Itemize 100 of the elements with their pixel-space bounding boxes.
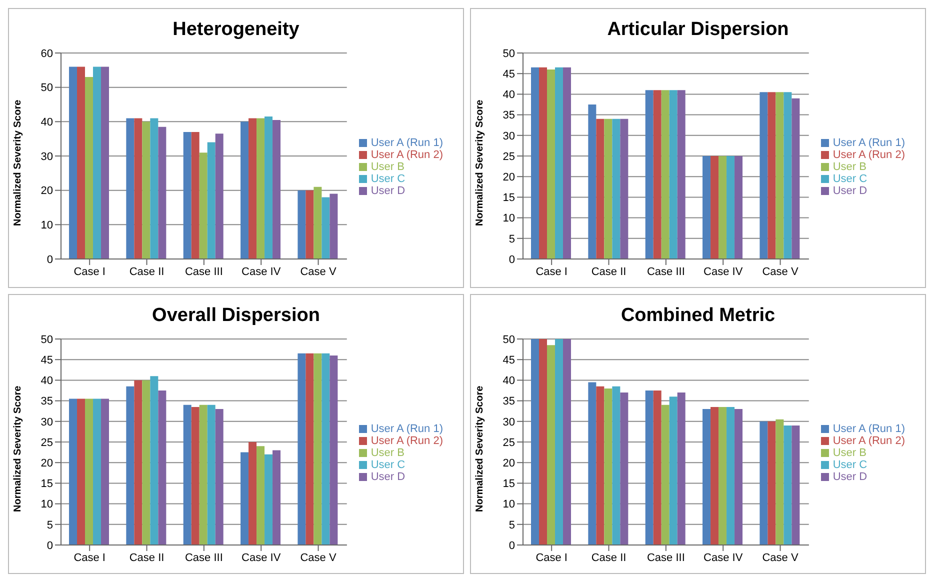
legend-label: User A (Run 2) (832, 149, 905, 161)
bar (191, 406, 200, 545)
y-tick-label: 30 (502, 130, 515, 142)
y-tick-label: 25 (502, 150, 515, 163)
x-tick-label: Case IV (704, 552, 744, 564)
y-axis-title: Normalized Severity Score (474, 99, 486, 226)
y-tick-label: 35 (502, 396, 515, 408)
bar (306, 353, 314, 545)
bar (776, 92, 784, 259)
y-tick-label: 20 (502, 458, 515, 470)
bar (669, 396, 678, 545)
y-tick-label: 40 (502, 89, 515, 102)
y-tick-label: 50 (40, 334, 53, 346)
bar (661, 404, 670, 545)
bar (677, 392, 686, 545)
y-tick-label: 35 (40, 396, 53, 408)
legend-label: User B (832, 161, 866, 173)
legend-label: User A (Run 2) (370, 149, 443, 161)
bar (612, 386, 620, 545)
chart-title: Combined Metric (620, 304, 776, 328)
bar (150, 376, 158, 545)
x-tick-label: Case II (129, 266, 164, 278)
bar (85, 77, 94, 259)
bar (653, 390, 662, 545)
bar (776, 419, 784, 545)
bar (150, 118, 158, 259)
legend-label: User C (832, 459, 868, 471)
bar (563, 339, 572, 545)
bar (314, 186, 322, 259)
y-tick-label: 10 (40, 220, 53, 232)
legend-label: User B (832, 447, 866, 459)
bar (93, 66, 102, 259)
bar (784, 92, 792, 259)
x-tick-label: Case V (300, 266, 337, 278)
bar (539, 67, 548, 259)
bar (77, 66, 86, 259)
bar (272, 450, 281, 545)
y-axis-title: Normalized Severity Score (12, 99, 24, 226)
bar (126, 118, 134, 259)
bar (248, 442, 257, 545)
legend-label: User D (832, 185, 868, 197)
bar (330, 194, 338, 259)
legend-label: User C (370, 173, 406, 185)
bar (77, 398, 86, 545)
legend-label: User A (Run 1) (832, 423, 905, 435)
legend-label: User B (370, 447, 404, 459)
y-tick-label: 5 (508, 233, 515, 246)
bar (760, 92, 768, 259)
bar (653, 90, 662, 259)
y-tick-label: 15 (502, 478, 515, 490)
bar (158, 126, 166, 259)
y-tick-label: 25 (502, 436, 515, 449)
chart-title: Heterogeneity (172, 18, 300, 42)
bar (248, 118, 257, 259)
bar (207, 404, 216, 545)
bar (596, 386, 604, 545)
bar (183, 132, 192, 259)
y-tick-label: 25 (40, 436, 53, 449)
y-axis-title: Normalized Severity Score (474, 385, 486, 512)
legend-label: User B (370, 161, 404, 173)
y-tick-label: 15 (40, 478, 53, 490)
bar (718, 156, 727, 259)
y-tick-label: 15 (502, 192, 515, 204)
bar (69, 66, 78, 259)
x-tick-label: Case I (74, 552, 106, 564)
bar (256, 446, 265, 545)
x-tick-label: Case IV (242, 552, 282, 564)
bar (330, 355, 338, 545)
x-tick-label: Case V (300, 552, 337, 564)
y-tick-label: 0 (46, 254, 53, 266)
bar (298, 353, 306, 545)
y-tick-label: 5 (508, 519, 515, 532)
x-tick-label: Case V (762, 552, 799, 564)
y-tick-label: 5 (46, 519, 53, 532)
bar (85, 398, 94, 545)
bar (669, 90, 678, 259)
y-tick-label: 0 (508, 254, 515, 266)
x-tick-label: Case IV (242, 266, 282, 278)
x-tick-label: Case III (646, 552, 685, 564)
bar (661, 90, 670, 259)
bar (264, 454, 273, 545)
y-tick-label: 0 (46, 540, 53, 552)
bar (563, 67, 572, 259)
bar (612, 118, 620, 259)
y-tick-label: 45 (502, 68, 515, 81)
chart-title: Articular Dispersion (606, 18, 790, 42)
bar (555, 67, 564, 259)
y-tick-label: 30 (502, 416, 515, 428)
y-tick-label: 60 (40, 48, 53, 60)
x-tick-label: Case I (536, 266, 568, 278)
y-tick-label: 50 (502, 334, 515, 346)
bar (142, 380, 150, 545)
x-tick-label: Case III (646, 266, 685, 278)
bar (760, 421, 768, 545)
x-tick-label: Case I (74, 266, 106, 278)
y-tick-label: 50 (502, 48, 515, 60)
bar (547, 69, 556, 259)
legend-label: User A (Run 1) (370, 423, 443, 435)
bar (768, 421, 776, 545)
bar (604, 118, 612, 259)
